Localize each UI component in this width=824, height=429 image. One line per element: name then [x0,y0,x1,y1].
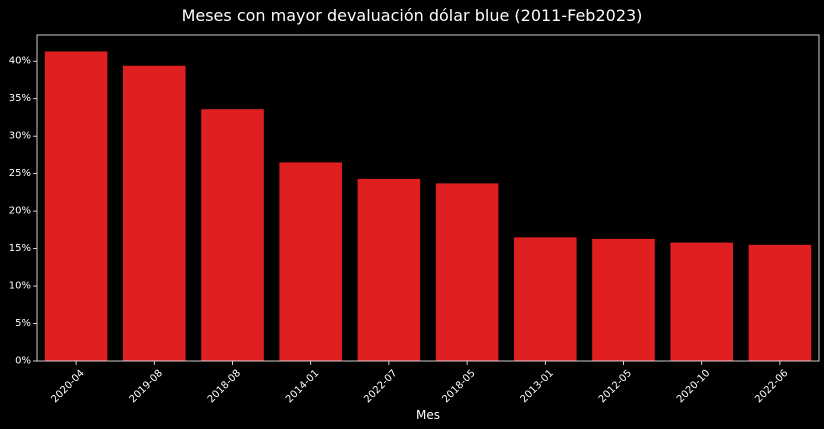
chart-title: Meses con mayor devaluación dólar blue (… [182,6,643,25]
bar-2014-01 [279,162,342,361]
y-tick-label: 20% [9,206,31,217]
bars-group [44,51,812,362]
bar-2013-01 [514,237,577,361]
y-tick-label: 10% [9,281,31,292]
bar-2022-07 [357,178,421,361]
plot-frame [36,34,820,362]
bar-2019-08 [123,65,186,361]
y-tick-label: 30% [9,131,31,142]
y-tick-label: 15% [9,243,31,254]
bar-2018-08 [201,109,264,361]
y-axis: 0% 5% 10% 15% 20% 25% 30% 35% 40% [9,56,37,367]
y-tick-label: 5% [15,318,31,329]
bar-2020-04 [44,51,108,362]
y-tick-label: 35% [9,93,31,104]
bar-2018-05 [435,183,499,361]
bar-2020-10 [670,242,733,361]
x-axis-label: Mes [416,408,440,422]
y-tick-label: 25% [9,168,31,179]
bar-2022-06 [748,244,812,361]
y-tick-label: 0% [15,356,31,367]
y-tick-label: 40% [9,56,31,67]
bar-2012-05 [592,238,655,361]
